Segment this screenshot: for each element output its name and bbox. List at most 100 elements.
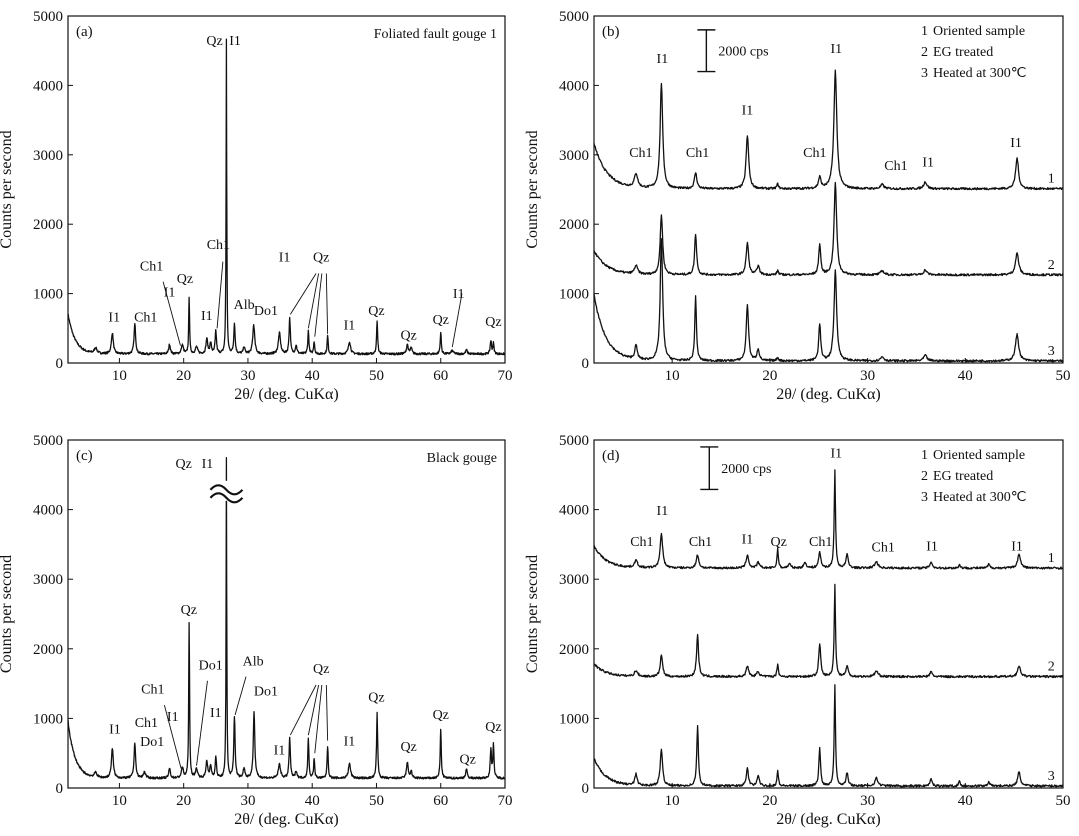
annotation-leader <box>307 273 320 329</box>
peak-annotation: Qz <box>433 313 449 328</box>
plot-frame-d <box>593 439 1064 789</box>
peak-annotation: Ch1 <box>140 260 163 275</box>
y-axis-label: Counts per second <box>0 555 15 673</box>
peak-annotation: I1 <box>742 104 754 119</box>
legend-number: 2 <box>921 469 928 484</box>
peak-annotation: Ch1 <box>135 716 158 731</box>
peak-annotation: I1 <box>164 285 176 300</box>
peak-annotation: Ch1 <box>872 540 895 555</box>
peak-annotation: Qz <box>177 272 193 287</box>
y-tick-label: 1000 <box>559 287 589 303</box>
peak-annotation: Ch1 <box>686 146 709 161</box>
x-tick-label: 30 <box>240 368 255 384</box>
legend-number: 1 <box>921 24 928 39</box>
peak-annotation: I1 <box>108 310 120 325</box>
peak-annotation: I1 <box>453 287 465 302</box>
chart-title: Foliated fault gouge 1 <box>374 27 497 42</box>
x-tick-label: 60 <box>433 793 448 809</box>
peak-annotation: I1 <box>830 42 842 57</box>
peak-annotation: I1 <box>279 251 291 266</box>
peak-annotation: Do1 <box>199 659 223 674</box>
y-tick-label: 2000 <box>559 642 589 658</box>
legend-entry: EG treated <box>933 45 993 60</box>
y-tick-label: 2000 <box>559 217 589 233</box>
peak-annotation: Do1 <box>140 735 164 750</box>
peak-annotation: I1 <box>109 723 121 738</box>
y-tick-label: 2000 <box>33 217 63 233</box>
annotation-leader <box>314 684 323 754</box>
series-label: 2 <box>1048 258 1055 273</box>
xrd-pattern-a-pattern <box>67 38 506 356</box>
peak-annotation: Ch1 <box>134 310 157 325</box>
x-tick-label: 40 <box>305 368 320 384</box>
peak-annotation: Qz <box>771 535 787 550</box>
annotation-leader <box>162 281 181 346</box>
peak-annotation: Qz <box>181 603 197 618</box>
peak-annotation: I1 <box>274 744 286 759</box>
legend-number: 3 <box>921 490 928 505</box>
peak-annotation: I1 <box>229 34 241 49</box>
y-tick-label: 1000 <box>33 711 63 727</box>
legend-entry: EG treated <box>933 469 993 484</box>
annotation-leader <box>196 680 208 766</box>
axis-break-mark <box>209 484 244 496</box>
panel-label: (a) <box>76 24 93 40</box>
x-tick-label: 70 <box>498 368 513 384</box>
peak-annotation: I1 <box>1011 540 1023 555</box>
peak-annotation: Ch1 <box>141 682 164 697</box>
peak-annotation: I1 <box>922 156 934 171</box>
series-label: 1 <box>1048 551 1055 566</box>
peak-annotation: Qz <box>313 251 329 266</box>
peak-annotation: Qz <box>176 457 192 472</box>
xrd-pattern-b-1 <box>593 69 1064 191</box>
peak-annotation: Ch1 <box>803 146 826 161</box>
peak-annotation: Qz <box>400 328 416 343</box>
series-label: 3 <box>1048 344 1055 359</box>
annotation-leader <box>289 684 317 736</box>
x-axis-label: 2θ/ (deg. CuKα) <box>234 811 338 828</box>
legend-number: 1 <box>921 448 928 463</box>
xrd-pattern-d-1 <box>593 469 1064 570</box>
scale-bar-label: 2000 cps <box>718 45 768 60</box>
xrd-pattern-b-3 <box>593 238 1064 363</box>
x-tick-label: 40 <box>958 368 973 384</box>
x-tick-label: 50 <box>369 368 384 384</box>
x-tick-label: 20 <box>762 368 777 384</box>
legend-entry: Oriented sample <box>933 24 1025 39</box>
x-tick-label: 50 <box>1056 793 1071 809</box>
y-tick-label: 1000 <box>559 711 589 727</box>
x-tick-label: 10 <box>112 368 127 384</box>
y-axis-label: Counts per second <box>524 555 541 673</box>
x-tick-label: 10 <box>112 793 127 809</box>
axis-break-mark <box>209 492 244 504</box>
peak-annotation: Qz <box>400 740 416 755</box>
xrd-pattern-b-2 <box>593 181 1064 277</box>
peak-annotation: Ch1 <box>809 535 832 550</box>
annotation-leader <box>163 705 182 769</box>
peak-annotation: I1 <box>210 706 222 721</box>
peak-annotation: I1 <box>742 533 754 548</box>
peak-annotation: I1 <box>830 446 842 461</box>
plot-frame-a <box>67 15 506 364</box>
y-tick-label: 4000 <box>33 78 63 94</box>
annotation-leader <box>314 273 323 337</box>
peak-annotation: I1 <box>202 457 214 472</box>
series-label: 2 <box>1048 660 1055 675</box>
panel-a-foliated-fault-gouge: 0 1000 2000 3000 4000 5000 10 20 30 40 50 60 70 2θ/ (… <box>0 9 513 403</box>
x-axis-label: 2θ/ (deg. CuKα) <box>234 386 338 403</box>
y-tick-label: 1000 <box>33 287 63 303</box>
x-tick-label: 60 <box>433 368 448 384</box>
y-tick-label: 4000 <box>559 503 589 519</box>
peak-annotation: I1 <box>201 309 213 324</box>
x-tick-label: 30 <box>240 793 255 809</box>
x-axis-label: 2θ/ (deg. CuKα) <box>776 811 880 828</box>
annotation-leader <box>451 293 463 348</box>
y-tick-label: 0 <box>56 356 64 372</box>
annotation-leader <box>216 261 224 329</box>
x-tick-label: 50 <box>369 793 384 809</box>
peak-annotation: Ch1 <box>629 146 652 161</box>
peak-annotation: I1 <box>344 319 356 334</box>
x-tick-label: 40 <box>958 793 973 809</box>
scale-bar-label: 2000 cps <box>721 462 771 477</box>
